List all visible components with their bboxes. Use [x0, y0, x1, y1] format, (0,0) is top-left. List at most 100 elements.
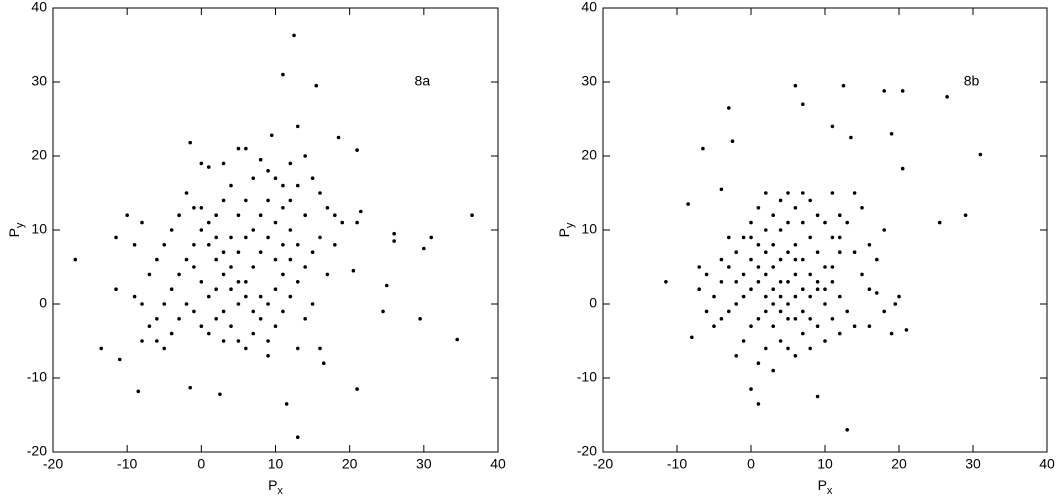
- data-point: [801, 309, 805, 314]
- data-point: [889, 132, 894, 136]
- data-point: [801, 102, 805, 106]
- x-axis-label: Px: [268, 477, 283, 497]
- data-point: [771, 368, 775, 373]
- y-tick-label: 0: [589, 295, 597, 311]
- data-point: [801, 191, 805, 195]
- data-point: [778, 339, 783, 343]
- data-point: [273, 257, 278, 262]
- data-point: [236, 280, 241, 284]
- data-point: [875, 291, 879, 295]
- data-point: [823, 220, 827, 225]
- data-point: [786, 250, 790, 254]
- data-point: [266, 339, 270, 343]
- data-point: [381, 309, 385, 314]
- data-point: [815, 250, 820, 254]
- data-point: [793, 272, 798, 277]
- data-point: [786, 346, 790, 351]
- data-point: [206, 165, 211, 169]
- data-point: [325, 206, 330, 210]
- data-point: [801, 220, 805, 225]
- data-point: [904, 328, 909, 332]
- data-point: [192, 265, 196, 269]
- data-point: [355, 387, 359, 391]
- data-point: [221, 250, 226, 254]
- data-point: [321, 361, 326, 366]
- data-point: [875, 257, 879, 262]
- data-point: [978, 152, 983, 157]
- data-point: [808, 294, 812, 299]
- data-point: [199, 324, 204, 329]
- data-point: [273, 287, 278, 292]
- data-point: [686, 202, 690, 206]
- data-point: [741, 339, 746, 343]
- data-point: [199, 206, 204, 210]
- data-point: [132, 243, 137, 247]
- data-point: [756, 243, 761, 247]
- data-point: [867, 243, 872, 247]
- data-point: [793, 257, 798, 262]
- data-point: [281, 272, 285, 277]
- data-point: [756, 361, 761, 366]
- data-point: [741, 294, 746, 299]
- data-point: [771, 324, 775, 329]
- data-point: [900, 89, 905, 93]
- data-point: [823, 339, 827, 343]
- data-point: [801, 331, 805, 336]
- data-point: [214, 213, 218, 217]
- plot-frame: [52, 7, 499, 453]
- data-point: [867, 324, 872, 329]
- data-point: [214, 257, 218, 262]
- x-tick-label: 0: [197, 456, 205, 472]
- data-point: [778, 257, 783, 262]
- data-point: [206, 294, 211, 299]
- data-point: [882, 309, 886, 314]
- data-point: [815, 287, 820, 292]
- data-point: [169, 287, 174, 292]
- data-point: [418, 317, 422, 321]
- data-point: [756, 265, 761, 269]
- data-point: [749, 257, 753, 262]
- data-point: [314, 83, 319, 88]
- data-point: [199, 161, 204, 166]
- data-point: [288, 161, 293, 166]
- data-point: [764, 309, 768, 314]
- data-point: [392, 239, 396, 243]
- data-point: [823, 302, 827, 306]
- data-point: [155, 339, 159, 343]
- data-point: [786, 317, 790, 321]
- data-point: [830, 124, 835, 129]
- data-point: [786, 220, 790, 225]
- data-point: [355, 220, 359, 225]
- data-point: [266, 235, 270, 240]
- data-point: [140, 220, 144, 225]
- data-point: [704, 272, 709, 277]
- data-point: [422, 246, 426, 251]
- data-point: [288, 198, 293, 203]
- data-point: [325, 272, 330, 277]
- data-point: [310, 176, 315, 180]
- data-point: [786, 280, 790, 284]
- data-point: [221, 309, 226, 314]
- data-point: [221, 272, 226, 277]
- x-axis-label-base: P: [818, 477, 827, 493]
- data-point: [281, 72, 285, 77]
- data-point: [838, 213, 842, 217]
- data-point: [838, 331, 842, 336]
- data-point: [841, 83, 846, 88]
- data-point: [786, 191, 790, 195]
- data-point: [455, 337, 460, 342]
- data-point: [132, 294, 137, 299]
- data-point: [756, 206, 761, 210]
- data-point: [295, 280, 300, 284]
- data-point: [199, 228, 204, 232]
- data-point: [764, 191, 768, 195]
- data-point: [258, 157, 263, 162]
- data-point: [244, 280, 248, 284]
- data-point: [295, 243, 300, 247]
- data-point: [734, 302, 738, 306]
- data-point: [815, 213, 820, 217]
- x-tick-label: 40: [490, 456, 506, 472]
- data-point: [273, 220, 278, 225]
- data-point: [697, 287, 701, 292]
